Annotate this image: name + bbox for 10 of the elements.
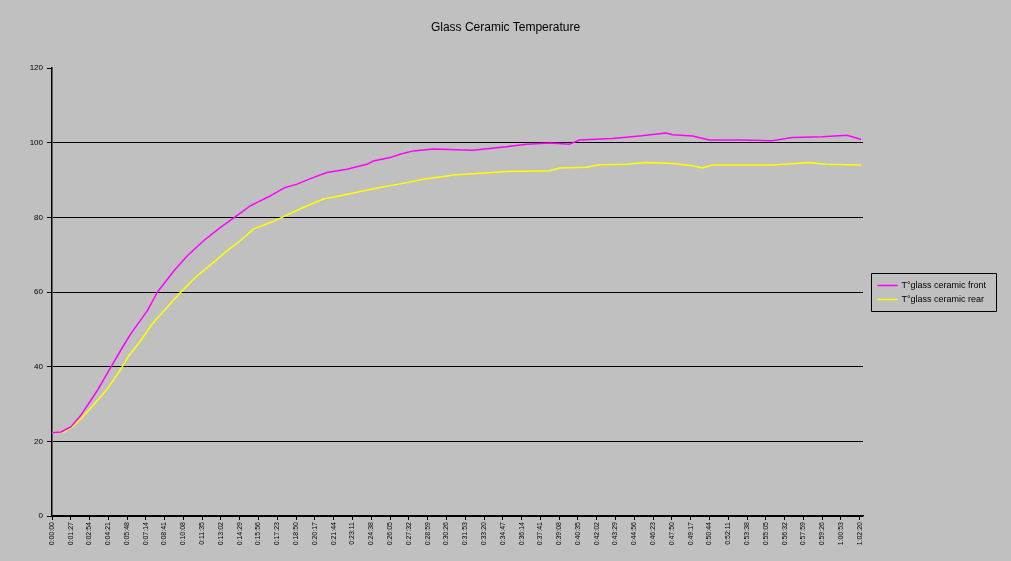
- legend-label: T°glass ceramic rear: [901, 293, 985, 304]
- y-tick-label: 80: [34, 212, 44, 222]
- chart-title: Glass Ceramic Temperature: [430, 20, 581, 35]
- y-tick-label: 20: [34, 436, 44, 446]
- y-tick-label: 40: [34, 361, 44, 371]
- y-tick-label: 0: [38, 511, 44, 521]
- y-tick-label: 100: [29, 137, 44, 147]
- legend-label: T°glass ceramic front: [901, 279, 987, 290]
- y-tick-label: 60: [34, 287, 44, 297]
- y-tick-label: 120: [29, 63, 44, 73]
